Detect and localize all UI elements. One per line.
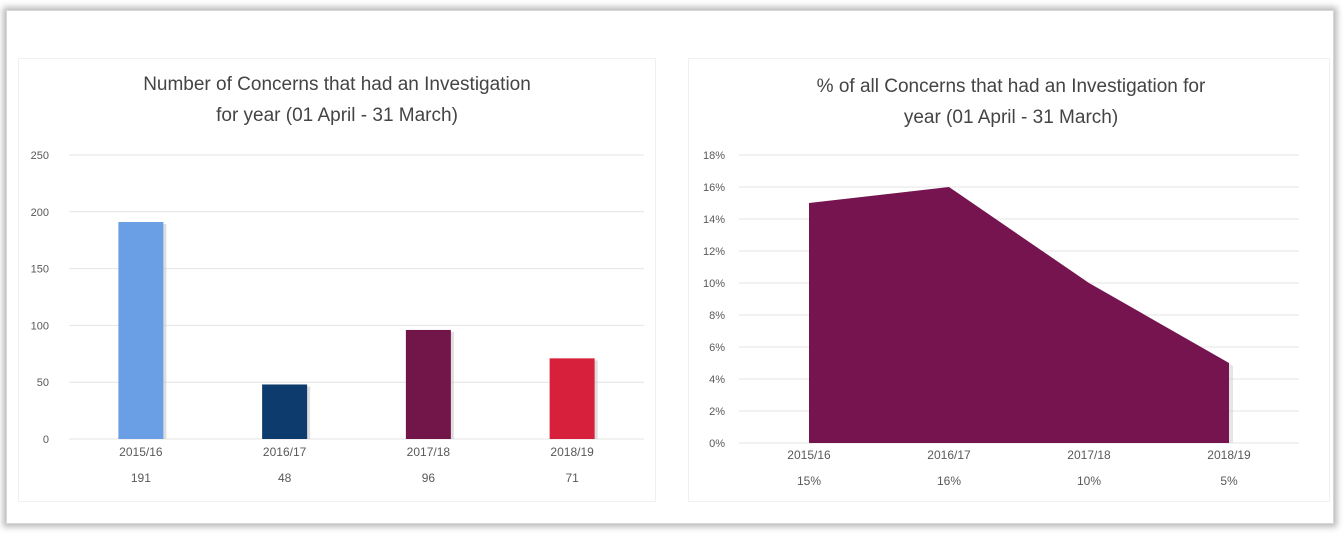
- y-tick-label: 6%: [709, 342, 725, 354]
- y-tick-label: 250: [31, 150, 49, 162]
- chart-title-line-2: year (01 April - 31 March): [904, 107, 1118, 128]
- bar: [549, 358, 595, 439]
- data-value-label: 48: [278, 471, 292, 485]
- y-tick-label: 4%: [709, 374, 725, 386]
- bar: [405, 329, 451, 439]
- concerns-bar-chart: Number of Concerns that had an Investiga…: [18, 58, 656, 502]
- x-category-label: 2017/18: [1067, 448, 1111, 462]
- x-category-label: 2015/16: [119, 445, 163, 459]
- x-category-label: 2015/16: [787, 448, 831, 462]
- y-tick-label: 0: [43, 434, 49, 446]
- y-tick-label: 10%: [703, 278, 725, 290]
- percent-area-chart: % of all Concerns that had an Investigat…: [688, 58, 1330, 502]
- x-category-label: 2017/18: [407, 445, 451, 459]
- x-category-label: 2016/17: [927, 448, 971, 462]
- data-value-label: 96: [422, 471, 436, 485]
- chart-title-line-1: Number of Concerns that had an Investiga…: [143, 74, 531, 95]
- y-tick-label: 150: [31, 264, 49, 276]
- data-value-label: 10%: [1077, 474, 1101, 488]
- y-tick-label: 0%: [709, 438, 725, 450]
- y-tick-label: 16%: [703, 182, 725, 194]
- area-chart-svg: % of all Concerns that had an Investigat…: [703, 76, 1299, 488]
- y-tick-label: 100: [31, 320, 49, 332]
- data-value-label: 191: [131, 471, 151, 485]
- data-value-label: 16%: [937, 474, 961, 488]
- data-value-label: 5%: [1220, 474, 1238, 488]
- data-value-label: 71: [565, 471, 579, 485]
- y-tick-label: 12%: [703, 246, 725, 258]
- area-series: [809, 187, 1229, 443]
- data-value-label: 15%: [797, 474, 821, 488]
- bar-chart-svg: Number of Concerns that had an Investiga…: [31, 74, 644, 485]
- y-tick-label: 2%: [709, 406, 725, 418]
- y-tick-label: 18%: [703, 150, 725, 162]
- x-category-label: 2018/19: [1207, 448, 1251, 462]
- x-category-label: 2016/17: [263, 445, 307, 459]
- x-category-label: 2018/19: [550, 445, 594, 459]
- bar: [118, 222, 164, 439]
- y-tick-label: 200: [31, 207, 49, 219]
- chart-title-line-2: for year (01 April - 31 March): [216, 105, 458, 126]
- chart-title-line-1: % of all Concerns that had an Investigat…: [817, 76, 1206, 97]
- bar: [262, 384, 308, 439]
- y-tick-label: 14%: [703, 214, 725, 226]
- y-tick-label: 8%: [709, 310, 725, 322]
- y-tick-label: 50: [37, 377, 49, 389]
